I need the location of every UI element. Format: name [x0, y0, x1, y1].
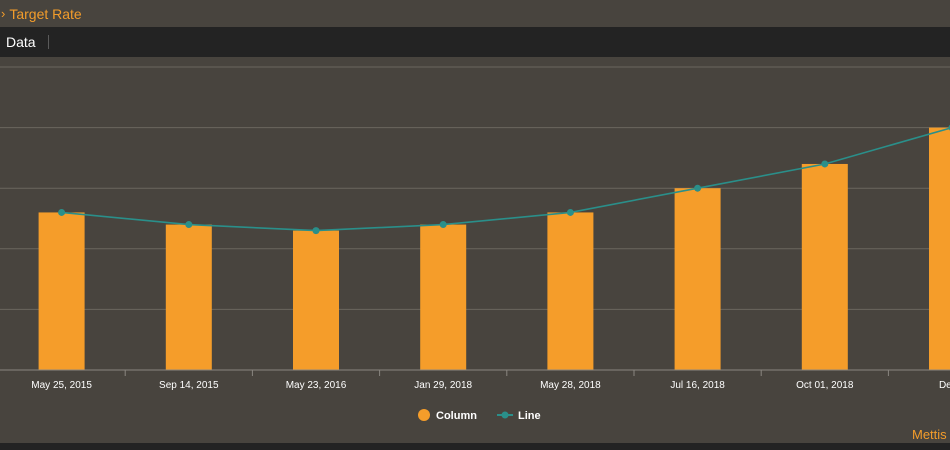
chevron-right-icon[interactable]: › [1, 6, 6, 21]
x-tick-label: Dec 0 [939, 380, 950, 391]
x-tick-label: Sep 14, 2015 [159, 380, 219, 391]
line-path [61, 127, 950, 232]
bar[interactable] [165, 224, 212, 370]
legend-column-label: Column [436, 410, 477, 422]
x-tick-label: May 25, 2015 [31, 380, 92, 391]
line-point[interactable] [58, 208, 66, 216]
line-point[interactable] [821, 160, 829, 168]
chart-title: Target Rate [9, 5, 82, 22]
tab-data[interactable]: Data [0, 35, 49, 49]
bar[interactable] [38, 212, 85, 370]
bar[interactable] [929, 127, 950, 370]
title-bar: › Target Rate [0, 0, 950, 27]
bar[interactable] [801, 163, 848, 370]
bar[interactable] [293, 230, 339, 370]
line-point[interactable] [694, 184, 702, 192]
x-tick-label: May 23, 2016 [286, 380, 347, 391]
line-point[interactable] [566, 208, 574, 216]
legend-item-line[interactable]: Line [497, 410, 541, 422]
bar[interactable] [674, 188, 721, 370]
footer-bar [0, 443, 950, 450]
legend-line-label: Line [518, 410, 541, 422]
x-tick-label: Oct 01, 2018 [796, 380, 854, 391]
credit-label: Mettis [912, 427, 947, 442]
tab-bar: Data [0, 27, 950, 57]
column-series [38, 127, 950, 370]
grid [0, 66, 950, 310]
x-axis: May 25, 2015 Sep 14, 2015 May 23, 2016 Jan … [0, 369, 950, 391]
legend-item-column[interactable]: Column [418, 409, 477, 422]
line-series [58, 124, 950, 235]
legend-column-marker [418, 409, 430, 421]
line-point[interactable] [439, 221, 447, 229]
legend-line-marker [501, 411, 509, 419]
x-tick-label: May 28, 2018 [540, 380, 601, 391]
x-tick-label: Jul 16, 2018 [670, 380, 725, 391]
line-point[interactable] [185, 221, 193, 229]
bar[interactable] [420, 224, 467, 370]
line-point[interactable] [312, 227, 320, 235]
x-tick-label: Jan 29, 2018 [414, 380, 472, 391]
chart: May 25, 2015 Sep 14, 2015 May 23, 2016 Jan … [0, 66, 950, 442]
bar[interactable] [547, 212, 594, 370]
legend: Column Line [418, 409, 541, 422]
